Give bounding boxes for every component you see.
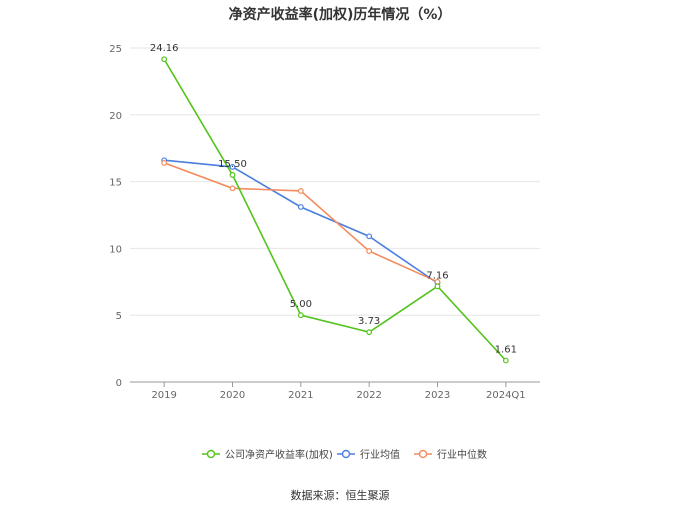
legend-swatch-marker xyxy=(341,449,351,459)
data-point xyxy=(366,233,373,240)
x-tick-label: 2020 xyxy=(220,390,245,401)
data-point xyxy=(502,357,509,364)
data-point xyxy=(366,248,373,254)
data-label: 7.16 xyxy=(426,270,448,281)
y-tick-label: 5 xyxy=(116,311,122,322)
legend-label: 行业均值 xyxy=(360,448,400,461)
series-line xyxy=(163,58,507,362)
data-point xyxy=(297,188,304,194)
data-label: 24.16 xyxy=(150,43,179,54)
y-tick-label: 0 xyxy=(116,378,122,389)
y-tick-label: 15 xyxy=(109,178,122,189)
y-tick-label: 20 xyxy=(109,111,122,122)
data-point xyxy=(229,172,236,178)
legend-item: 行业均值 xyxy=(337,448,400,461)
legend-label: 行业中位数 xyxy=(437,448,487,461)
data-point xyxy=(229,185,236,192)
data-point xyxy=(161,159,168,166)
data-point xyxy=(297,204,304,210)
y-tick-label: 10 xyxy=(109,244,122,255)
series-line xyxy=(163,162,438,283)
axes: 0 5 10 15 20 25 2019 2020 2021 2022 2023 2024Q1 xyxy=(109,44,540,401)
data-label: 3.73 xyxy=(358,316,380,327)
data-point xyxy=(297,312,304,319)
data-label: 5.00 xyxy=(290,299,312,310)
legend-item: 行业中位数 xyxy=(414,448,487,461)
data-source: 数据来源：恒生聚源 xyxy=(290,489,390,502)
chart-title: 净资产收益率(加权)历年情况（%） xyxy=(228,7,452,23)
x-tick-label: 2023 xyxy=(425,390,450,401)
grid-lines xyxy=(130,47,540,316)
data-point xyxy=(161,56,168,63)
x-tick-label: 2022 xyxy=(356,390,381,401)
legend: 公司净资产收益率(加权) 行业均值 行业中位数 xyxy=(202,448,487,461)
data-point xyxy=(434,283,441,290)
y-tick-label: 25 xyxy=(109,44,122,55)
data-labels: 24.16 15.50 5.00 3.73 7.16 1.61 xyxy=(150,43,517,355)
legend-swatch-marker xyxy=(418,449,428,459)
legend-swatch-marker xyxy=(206,449,216,459)
data-point xyxy=(229,164,236,170)
data-point xyxy=(366,329,373,336)
x-tick-label: 2019 xyxy=(151,390,176,401)
data-label: 15.50 xyxy=(218,159,247,170)
legend-label: 公司净资产收益率(加权) xyxy=(225,448,333,461)
x-tick-label: 2024Q1 xyxy=(486,390,526,401)
x-tick-label: 2021 xyxy=(288,390,313,401)
series-lines xyxy=(161,56,509,364)
legend-item: 公司净资产收益率(加权) xyxy=(202,448,333,461)
data-label: 1.61 xyxy=(495,344,517,355)
